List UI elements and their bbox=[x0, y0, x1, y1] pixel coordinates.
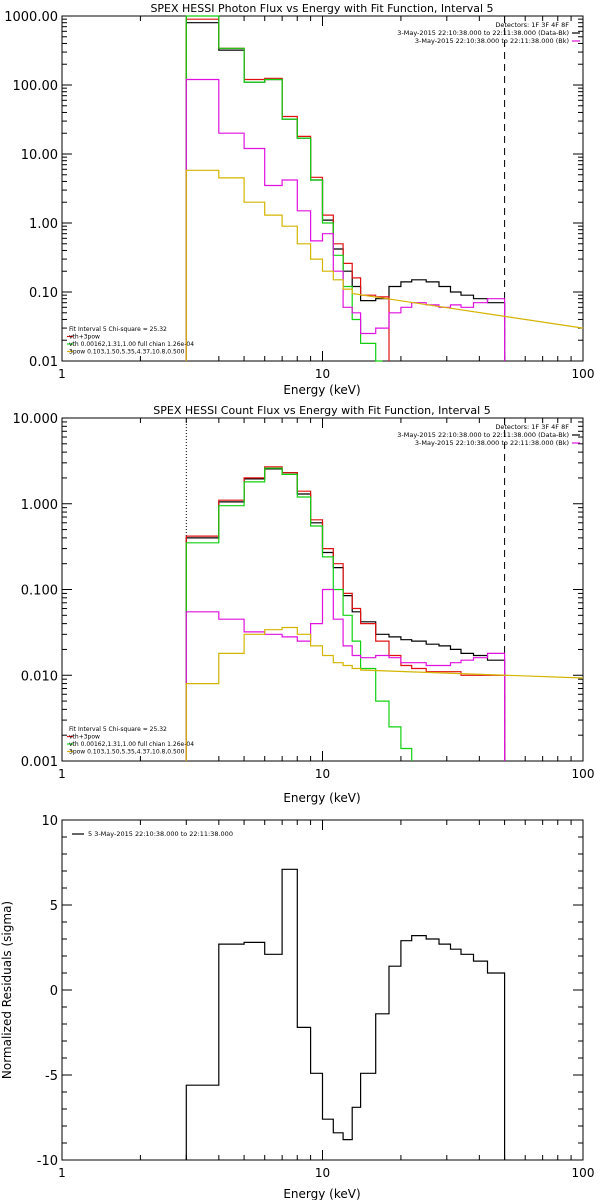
x-tick-label: 1 bbox=[58, 767, 66, 781]
legend-top-right-entry: Detectors: 1F 3F 4F 8F bbox=[495, 21, 569, 29]
y-axis-label: Normalized Residuals (sigma) bbox=[0, 901, 14, 1079]
y-tick-label: 0 bbox=[50, 984, 58, 999]
legend-top-right-entry: Detectors: 1F 3F 4F 8F bbox=[495, 423, 569, 431]
legend-top-right-entry: 3-May-2015 22:10:38.000 to 22:11:38.000 … bbox=[397, 29, 569, 37]
y-tick-label: 1.00 bbox=[29, 217, 58, 232]
x-axis-label: Energy (keV) bbox=[283, 383, 360, 397]
legend-bottom-left-entry: vth+3pow bbox=[69, 734, 100, 741]
y-tick-label: 10.00 bbox=[21, 148, 58, 163]
y-tick-label: 5 bbox=[50, 899, 58, 914]
x-tick-label: 1 bbox=[58, 367, 66, 381]
x-axis-label: Energy (keV) bbox=[283, 1187, 360, 1200]
series-line-0 bbox=[185, 22, 506, 361]
x-axis-label: Energy (keV) bbox=[283, 791, 360, 805]
y-tick-label: 0.001 bbox=[21, 755, 58, 770]
panel-title: SPEX HESSI Count Flux vs Energy with Fit… bbox=[153, 404, 490, 417]
legend-bottom-left-entry: vth+3pow bbox=[69, 334, 100, 341]
y-tick-label: -5 bbox=[45, 1069, 58, 1084]
y-tick-label: 0.01 bbox=[29, 355, 58, 370]
photon-flux-panel: SPEX HESSI Photon Flux vs Energy with Fi… bbox=[4, 2, 594, 397]
residuals-panel: Energy (keV) Normalized Residuals (sigma… bbox=[0, 814, 594, 1200]
y-tick-label: -10 bbox=[37, 1154, 58, 1169]
legend-top-right-entry: 3-May-2015 22:10:38.000 to 22:11:38.000 … bbox=[397, 431, 569, 439]
series-line-2 bbox=[185, 15, 383, 362]
series-line-1 bbox=[185, 466, 506, 761]
series-line-3 bbox=[185, 78, 506, 361]
series-line-0 bbox=[185, 868, 506, 1160]
y-tick-label: 0.10 bbox=[29, 286, 58, 301]
series-line-4 bbox=[185, 626, 584, 761]
x-tick-label: 100 bbox=[572, 1166, 595, 1180]
y-tick-label: 0.010 bbox=[21, 669, 58, 684]
series-line-2 bbox=[185, 467, 413, 761]
legend-top-left-entry: 5 3-May-2015 22:10:38.000 to 22:11:38.00… bbox=[88, 830, 233, 838]
legend-bottom-left-entry: 3pow 0.103,1.50,5.35,4.37,10.8,0.500 bbox=[69, 749, 185, 756]
x-tick-label: 10 bbox=[315, 367, 330, 381]
y-tick-label: 100.00 bbox=[13, 79, 59, 94]
x-tick-label: 10 bbox=[315, 767, 330, 781]
legend-bottom-left-entry: vth 0.00162,1.31,1.00 full chian 1.26e-0… bbox=[69, 741, 194, 748]
legend-bottom-left-entry: vth 0.00162,1.31,1.00 full chian 1.26e-0… bbox=[69, 341, 194, 348]
x-tick-label: 100 bbox=[572, 367, 595, 381]
y-tick-label: 1000.00 bbox=[4, 10, 58, 25]
series-line-3 bbox=[185, 588, 506, 761]
legend-top-right-entry: 3-May-2015 22:10:38.000 to 22:11:38.000 … bbox=[415, 37, 569, 45]
panel-title: SPEX HESSI Photon Flux vs Energy with Fi… bbox=[150, 2, 493, 15]
x-tick-label: 100 bbox=[572, 767, 595, 781]
x-tick-label: 10 bbox=[315, 1166, 330, 1180]
y-tick-label: 1.000 bbox=[21, 498, 58, 513]
count-flux-panel: SPEX HESSI Count Flux vs Energy with Fit… bbox=[13, 404, 595, 805]
y-tick-label: 10.000 bbox=[13, 412, 59, 427]
legend-bottom-left-entry: 3pow 0.103,1.50,5.35,4.37,10.8,0.500 bbox=[69, 349, 185, 356]
series-line-4 bbox=[185, 169, 584, 361]
y-tick-label: 0.100 bbox=[21, 584, 58, 599]
series-line-1 bbox=[185, 18, 390, 361]
x-tick-label: 1 bbox=[58, 1166, 66, 1180]
legend-top-right-entry: 3-May-2015 22:10:38.000 to 22:11:38.000 … bbox=[415, 439, 569, 447]
legend-bottom-left-entry: Fit Interval 5 Chi-square = 25.32 bbox=[69, 726, 167, 733]
legend-bottom-left-entry: Fit Interval 5 Chi-square = 25.32 bbox=[69, 326, 167, 333]
y-tick-label: 10 bbox=[41, 814, 58, 829]
